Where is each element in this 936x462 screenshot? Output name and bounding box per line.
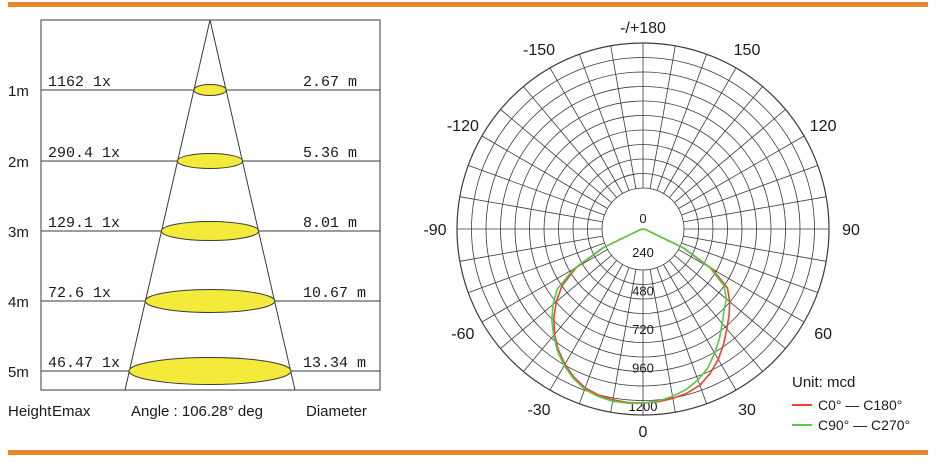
bottom-accent-rule <box>8 450 928 455</box>
polar-grid-spoke <box>669 260 763 372</box>
emax-value: 1162 1x <box>48 74 111 91</box>
polar-grid-spoke <box>669 86 763 198</box>
polar-grid-spoke <box>663 67 737 194</box>
light-spot-ellipse <box>144 289 276 313</box>
polar-angle-label: -/+180 <box>620 20 666 37</box>
unit-label: Unit: mcd <box>792 374 855 391</box>
polar-grid-spoke <box>481 249 608 323</box>
diameter-value: 8.01 m <box>303 215 357 232</box>
light-spot-ellipse <box>193 83 227 97</box>
polar-radial-tick-label: 720 <box>632 322 654 337</box>
height-column-label: Height <box>8 403 52 420</box>
polar-angle-label: -60 <box>451 326 474 343</box>
polar-grid-spoke <box>674 109 786 203</box>
polar-radial-tick-label: 480 <box>632 284 654 299</box>
emax-value: 46.47 1x <box>48 355 120 372</box>
diameter-value: 10.67 m <box>303 285 366 302</box>
light-spot-ellipse <box>160 220 260 242</box>
polar-angle-label: 30 <box>738 402 756 419</box>
polar-grid-spoke <box>523 260 617 372</box>
polar-grid-spoke <box>610 45 637 189</box>
polar-grid-spoke <box>579 267 630 404</box>
polar-grid-spoke <box>523 86 617 198</box>
diameter-value: 13.34 m <box>303 355 366 372</box>
polar-grid-spoke <box>649 269 676 413</box>
height-label: 2m <box>8 154 29 171</box>
emax-value: 129.1 1x <box>48 215 120 232</box>
diameter-value: 2.67 m <box>303 74 357 91</box>
polar-grid-spoke <box>468 242 605 293</box>
cone-row: 4m 72.6 1x 10.67 m <box>8 285 380 313</box>
polar-angle-label: -90 <box>423 222 446 239</box>
polar-grid-spoke <box>549 264 623 391</box>
polar-grid-spoke <box>683 235 827 262</box>
polar-grid-spoke <box>481 135 608 209</box>
emax-value: 72.6 1x <box>48 285 111 302</box>
polar-grid-spoke <box>459 235 603 262</box>
legend-series-label: C90° — C270° <box>818 417 910 433</box>
polar-radial-tick-label: 960 <box>632 361 654 376</box>
cone-row: 1m 1162 1x 2.67 m <box>8 74 380 100</box>
polar-grid-spoke <box>678 135 805 209</box>
beam-angle-label: Angle : 106.28° deg <box>131 403 263 420</box>
intensity-series-line <box>551 228 728 404</box>
height-label: 5m <box>8 364 29 381</box>
polar-grid-spoke <box>579 54 630 191</box>
polar-grid-spoke <box>610 269 637 413</box>
light-spot-ellipse <box>176 152 244 170</box>
polar-grid-spoke <box>459 196 603 223</box>
polar-angle-label: 60 <box>814 326 832 343</box>
polar-grid-spoke <box>549 67 623 194</box>
polar-grid-spoke <box>681 242 818 293</box>
polar-angle-label: 90 <box>842 222 860 239</box>
polar-grid-spoke <box>468 165 605 216</box>
height-label: 1m <box>8 83 29 100</box>
polar-angle-label: 0 <box>639 424 648 441</box>
polar-grid-spoke <box>681 165 818 216</box>
polar-angle-label: -30 <box>527 402 550 419</box>
legend-series-label: C0° — C180° <box>818 397 902 413</box>
polar-grid-spoke <box>500 109 612 203</box>
polar-grid-spoke <box>663 264 737 391</box>
cone-row: 2m 290.4 1x 5.36 m <box>8 145 380 171</box>
polar-radial-tick-label: 0 <box>639 211 646 226</box>
top-accent-rule <box>8 2 928 7</box>
polar-angle-label: 150 <box>734 42 761 59</box>
polar-angle-label: -150 <box>523 42 555 59</box>
polar-grid-spoke <box>649 45 676 189</box>
height-label: 4m <box>8 294 29 311</box>
emax-value: 290.4 1x <box>48 145 120 162</box>
emax-column-label: Emax <box>52 403 91 420</box>
cone-row: 3m 129.1 1x 8.01 m <box>8 215 380 242</box>
cone-edge-left <box>124 19 211 391</box>
diameter-column-label: Diameter <box>306 403 367 420</box>
polar-grid-spoke <box>656 54 707 191</box>
light-spot-ellipse <box>128 357 292 385</box>
cone-row: 5m 46.47 1x 13.34 m <box>8 355 380 385</box>
polar-grid-spoke <box>678 249 805 323</box>
polar-angle-label: 120 <box>810 118 837 135</box>
polar-angle-label: -120 <box>447 118 479 135</box>
cone-edge-right <box>209 19 296 391</box>
polar-radial-tick-label: 240 <box>632 245 654 260</box>
polar-grid-spoke <box>656 267 707 404</box>
diameter-value: 5.36 m <box>303 145 357 162</box>
polar-grid-spoke <box>683 196 827 223</box>
height-label: 3m <box>8 224 29 241</box>
